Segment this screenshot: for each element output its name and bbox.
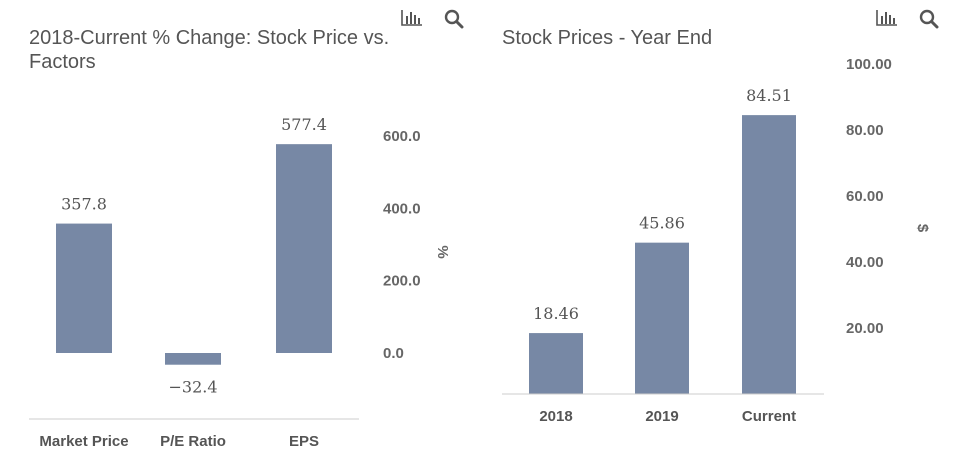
x-tick-label: P/E Ratio <box>160 433 226 450</box>
x-tick-label: 2018 <box>539 408 572 425</box>
bar-eps <box>276 144 332 353</box>
data-label: −32.4 <box>168 378 217 397</box>
data-label: 18.46 <box>533 304 579 323</box>
chart-title-line-2: Factors <box>29 51 96 73</box>
y-tick-label: 0.0 <box>383 345 404 362</box>
percent-change-bar-chart: 357.8 −32.4 577.4 Market Price P/E Ratio EPS 0… <box>29 115 451 450</box>
x-tick-label: Current <box>742 408 796 425</box>
y-axis-title: $ <box>914 224 931 233</box>
chart-title-line-1: 2018-Current % Change: Stock Price vs. <box>29 27 390 49</box>
data-label: 357.8 <box>61 195 107 214</box>
bar-chart-icon[interactable] <box>400 9 424 27</box>
bar-2018 <box>529 333 583 394</box>
search-icon[interactable] <box>919 9 939 29</box>
y-tick-label: 40.00 <box>846 254 884 271</box>
y-tick-label: 600.0 <box>383 128 421 145</box>
y-tick-label: 400.0 <box>383 200 421 217</box>
y-tick-label: 200.0 <box>383 273 421 290</box>
chart-title: 2018-Current % Change: Stock Price vs. F… <box>29 26 429 74</box>
y-tick-label: 60.00 <box>846 188 884 205</box>
data-label: 45.86 <box>639 214 685 233</box>
bar-current <box>742 115 796 394</box>
x-tick-label: Market Price <box>39 433 128 450</box>
x-tick-label: 2019 <box>645 408 678 425</box>
y-tick-label: 100.00 <box>846 56 892 73</box>
bar-2019 <box>635 242 689 394</box>
stock-prices-bar-chart: 18.46 45.86 84.51 2018 2019 Current 20.00 40.00… <box>502 56 931 425</box>
chart-panel-percent-change: 2018-Current % Change: Stock Price vs. F… <box>29 9 464 450</box>
bar-chart-icon[interactable] <box>875 9 899 27</box>
x-tick-label: EPS <box>289 433 319 450</box>
chart-panel-stock-prices: Stock Prices - Year End 18.46 45.86 84.51 2… <box>480 0 959 462</box>
y-axis-title: % <box>434 245 451 258</box>
bar-p-e-ratio <box>165 353 221 365</box>
data-label: 577.4 <box>281 115 327 134</box>
search-icon[interactable] <box>444 9 464 29</box>
data-label: 84.51 <box>746 86 792 105</box>
bar-market-price <box>56 223 112 353</box>
chart-title: Stock Prices - Year End <box>502 27 713 49</box>
y-tick-label: 20.00 <box>846 320 884 337</box>
y-tick-label: 80.00 <box>846 122 884 139</box>
